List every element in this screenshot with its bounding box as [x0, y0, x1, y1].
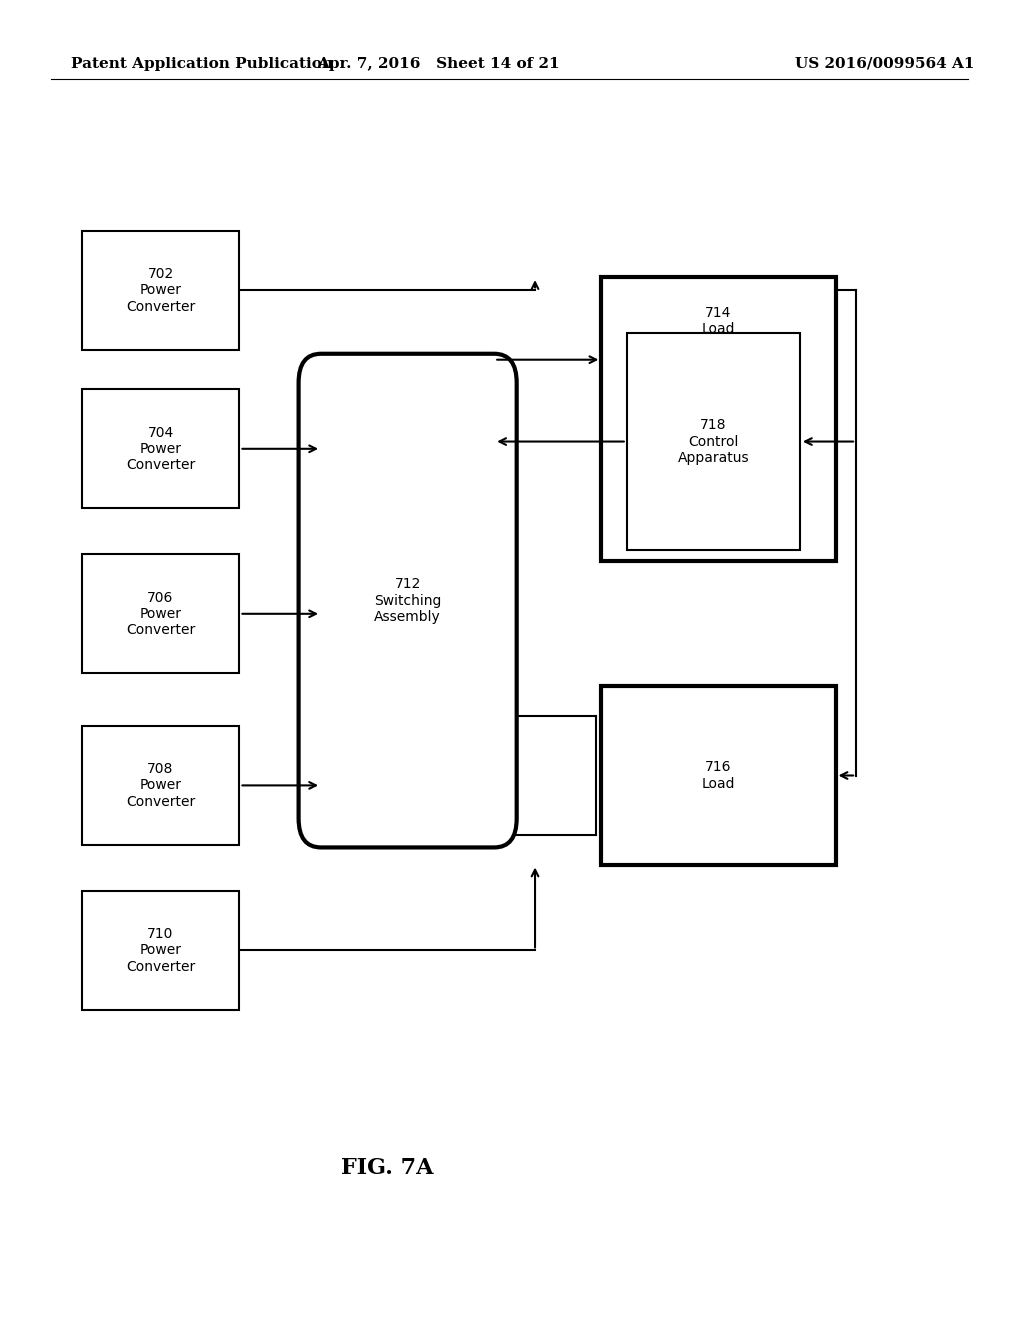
Bar [82, 726, 240, 845]
Bar [601, 686, 836, 865]
Text: 704
Power
Converter: 704 Power Converter [126, 425, 196, 473]
Bar [82, 891, 240, 1010]
Text: 708
Power
Converter: 708 Power Converter [126, 762, 196, 809]
Text: 702
Power
Converter: 702 Power Converter [126, 267, 196, 314]
Text: FIG. 7A: FIG. 7A [341, 1158, 433, 1179]
FancyBboxPatch shape [299, 354, 517, 847]
Text: Patent Application Publication: Patent Application Publication [72, 57, 334, 71]
Bar [601, 277, 836, 561]
Bar [627, 333, 800, 550]
Text: US 2016/0099564 A1: US 2016/0099564 A1 [795, 57, 975, 71]
Bar [82, 389, 240, 508]
Text: 718
Control
Apparatus: 718 Control Apparatus [678, 418, 750, 465]
Text: 716
Load: 716 Load [701, 760, 735, 791]
Text: 712
Switching
Assembly: 712 Switching Assembly [374, 577, 441, 624]
Bar [82, 231, 240, 350]
Text: Apr. 7, 2016   Sheet 14 of 21: Apr. 7, 2016 Sheet 14 of 21 [316, 57, 559, 71]
Text: 714
Load: 714 Load [701, 306, 735, 337]
Text: 710
Power
Converter: 710 Power Converter [126, 927, 196, 974]
Text: 706
Power
Converter: 706 Power Converter [126, 590, 196, 638]
Bar [82, 554, 240, 673]
